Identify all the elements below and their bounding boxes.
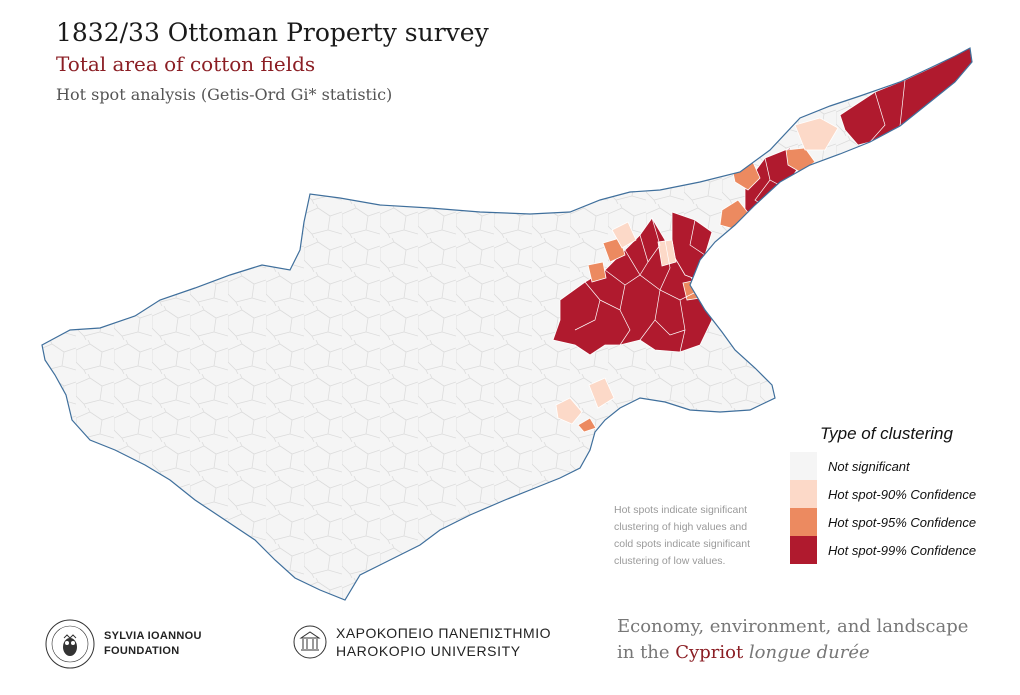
sylvia-ioannou-logo: SYLVIA IOANNOU FOUNDATION	[44, 618, 202, 670]
owl-seal-icon	[45, 619, 95, 669]
hotspot-internal-borders	[574, 79, 906, 353]
note-line: cold spots indicate significant	[614, 538, 750, 550]
sylvia-line2: FOUNDATION	[104, 645, 180, 657]
hotspot-90-a	[611, 221, 637, 249]
legend-swatch	[790, 452, 817, 480]
legend-label: Hot spot-99% Confidence	[828, 542, 977, 558]
hotspot-90-d	[588, 377, 615, 409]
temple-seal-icon	[293, 625, 327, 659]
tagline-suffix: longue durée	[748, 642, 870, 663]
harokopio-logo: ΧΑΡΟΚΟΠΕΙΟ ΠΑΝΕΠΙΣΤΗΜΙΟ HAROKOPIO UNIVER…	[292, 624, 551, 660]
legend-swatch	[790, 480, 817, 508]
note-line: clustering of high values and	[614, 521, 748, 533]
tagline-prefix: in the	[617, 642, 676, 663]
hotspot-95-g	[577, 417, 597, 433]
note-line: clustering of low values.	[614, 555, 726, 567]
harokopio-english: HAROKOPIO UNIVERSITY	[336, 643, 521, 659]
analysis-method: Hot spot analysis (Getis-Ord Gi* statist…	[56, 85, 393, 104]
map-subtitle: Total area of cotton fields	[56, 52, 316, 76]
legend-item-hot-99: Hot spot-99% Confidence	[790, 536, 1000, 564]
map-title: 1832/33 Ottoman Property survey	[56, 18, 489, 47]
legend-swatch	[790, 508, 817, 536]
hotspot-90-c	[794, 117, 839, 151]
legend-title: Type of clustering	[820, 424, 953, 443]
hotspot-95-e	[587, 261, 607, 283]
hotspot-90-e	[555, 397, 583, 425]
legend-item-not-significant: Not significant	[790, 452, 1000, 480]
legend-swatch	[790, 536, 817, 564]
hotspot-note: Hot spots indicate significant clusterin…	[614, 502, 774, 570]
tagline-highlight: Cypriot	[675, 642, 744, 663]
legend-label: Not significant	[828, 458, 910, 474]
legend: Type of clustering Not significant Hot s…	[790, 424, 1000, 564]
sylvia-line1: SYLVIA IOANNOU	[104, 630, 202, 642]
tagline-line1: Economy, environment, and landscape	[617, 616, 969, 637]
coastline	[41, 47, 973, 601]
harokopio-greek: ΧΑΡΟΚΟΠΕΙΟ ΠΑΝΕΠΙΣΤΗΜΙΟ	[336, 625, 551, 641]
legend-label: Hot spot-95% Confidence	[828, 514, 977, 530]
legend-item-hot-90: Hot spot-90% Confidence	[790, 480, 1000, 508]
legend-label: Hot spot-90% Confidence	[828, 486, 977, 502]
project-tagline: Economy, environment, and landscape in t…	[617, 614, 968, 666]
legend-item-hot-95: Hot spot-95% Confidence	[790, 508, 1000, 536]
note-line: Hot spots indicate significant	[614, 504, 748, 516]
tagline-line2: in the Cypriot longue durée	[617, 640, 968, 666]
